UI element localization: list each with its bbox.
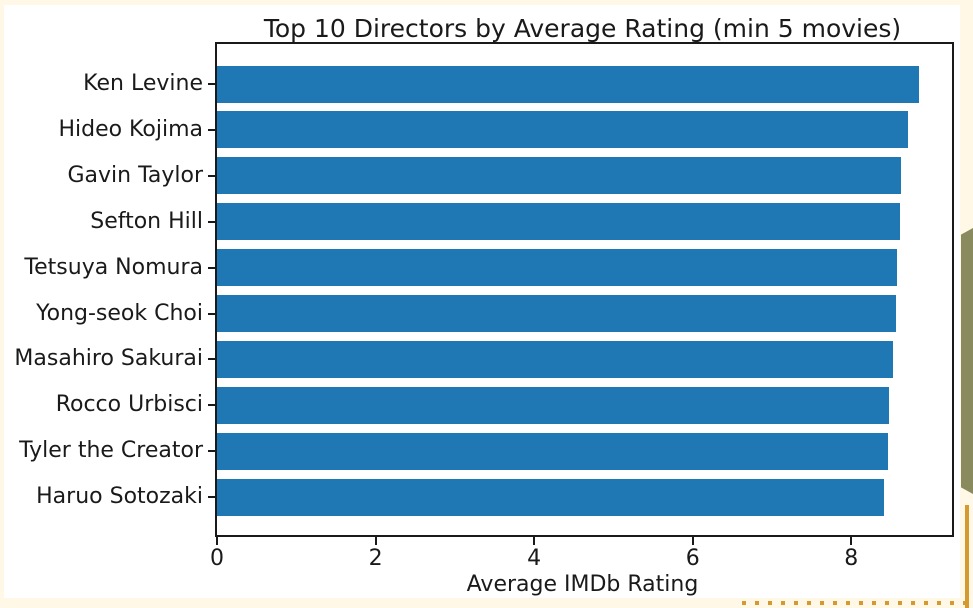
y-tick-label: Yong-seok Choi: [36, 300, 203, 326]
x-tick-label: 0: [210, 546, 224, 571]
y-tick-mark: [208, 358, 216, 361]
y-tick-mark: [208, 220, 216, 223]
x-axis-title: Average IMDb Rating: [466, 572, 699, 597]
y-tick-label: Ken Levine: [83, 71, 203, 96]
y-tick-mark: [208, 496, 216, 499]
x-tick-label: 8: [844, 546, 859, 571]
bar-ken-levine: [217, 65, 919, 103]
y-tick-mark: [208, 404, 216, 407]
x-tick-mark: [850, 537, 853, 545]
y-tick-label: Hideo Kojima: [58, 116, 203, 142]
y-tick-label: Masahiro Sakurai: [14, 346, 203, 372]
bar-tyler-the-creator: [217, 432, 888, 470]
olive-ribbon-decoration: [961, 228, 973, 494]
bar-yong-seok-choi: [217, 295, 896, 332]
y-tick-label: Rocco Urbisci: [55, 392, 203, 418]
chart-figure: Top 10 Directors by Average Rating (min …: [4, 5, 960, 598]
y-tick-mark: [208, 266, 216, 269]
bar-hideo-kojima: [217, 111, 909, 149]
bar-haruo-sotozaki: [217, 478, 884, 516]
y-tick-mark: [208, 450, 216, 453]
x-tick-mark: [216, 537, 218, 545]
x-tick-mark: [533, 537, 536, 545]
y-tick-label: Sefton Hill: [90, 208, 203, 234]
plot-area: [215, 42, 954, 537]
y-tick-label: Haruo Sotozaki: [36, 484, 203, 510]
bar-gavin-taylor: [217, 157, 902, 195]
y-tick-mark: [208, 128, 216, 131]
y-tick-label: Tyler the Creator: [19, 438, 203, 464]
bar-tetsuya-nomura: [217, 249, 898, 287]
orange-line-decoration: [965, 505, 969, 608]
bar-sefton-hill: [217, 203, 900, 241]
x-tick-label: 6: [685, 546, 700, 571]
y-tick-label: Tetsuya Nomura: [24, 254, 203, 280]
y-tick-mark: [208, 174, 216, 177]
y-tick-label: Gavin Taylor: [67, 162, 203, 188]
orange-dotted-line-decoration: [742, 601, 970, 605]
y-tick-mark: [208, 83, 216, 85]
x-tick-mark: [691, 537, 694, 545]
bar-rocco-urbisci: [217, 386, 889, 424]
x-tick-label: 4: [527, 546, 542, 571]
y-tick-mark: [208, 312, 216, 315]
x-tick-mark: [374, 537, 377, 545]
chart-title: Top 10 Directors by Average Rating (min …: [263, 14, 902, 43]
x-tick-label: 2: [368, 546, 383, 571]
bar-masahiro-sakurai: [217, 340, 894, 378]
